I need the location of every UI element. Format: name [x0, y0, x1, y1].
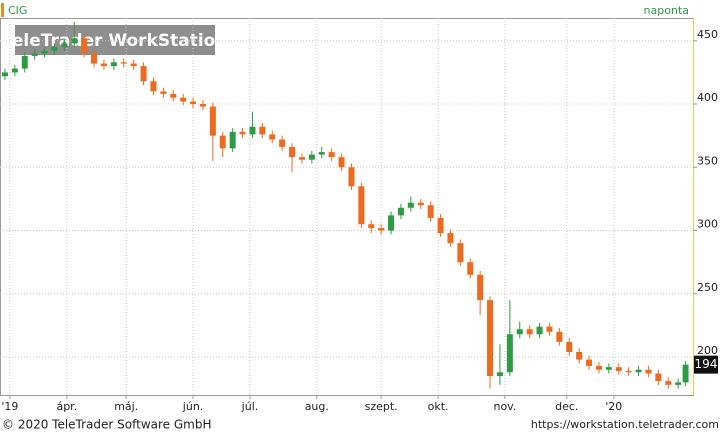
- candle-body: [407, 202, 414, 208]
- interval: naponta: [644, 4, 689, 17]
- x-tick-label: '20: [605, 400, 622, 413]
- candle-body: [249, 126, 256, 135]
- candle-body: [457, 243, 464, 263]
- candle-body: [140, 66, 147, 82]
- candle-body: [576, 351, 583, 360]
- x-tick-label: szept.: [365, 400, 398, 413]
- candle-body: [635, 369, 642, 373]
- y-tick-label: 200: [697, 344, 718, 357]
- candle-body: [595, 365, 602, 370]
- candles: [0, 18, 693, 395]
- candle-body: [388, 215, 395, 231]
- candle-body: [160, 91, 167, 94]
- url: https://workstation.teletrader.com: [531, 418, 719, 431]
- candle-body: [1, 72, 8, 77]
- x-tick-label: okt.: [428, 400, 449, 413]
- candle-body: [11, 68, 18, 73]
- candle-body: [368, 224, 375, 229]
- candle-body: [675, 382, 682, 385]
- candle-body: [61, 43, 68, 48]
- candle-body: [91, 53, 98, 64]
- candle-body: [496, 372, 503, 377]
- y-tick-label: 300: [697, 218, 718, 231]
- candle-body: [655, 373, 662, 382]
- candle-body: [397, 207, 404, 216]
- candle-body: [556, 331, 563, 342]
- candle-body: [209, 106, 216, 136]
- candle-body: [536, 326, 543, 335]
- candle-body: [477, 274, 484, 301]
- candle-body: [447, 233, 454, 244]
- candle-body: [219, 135, 226, 149]
- x-tick-label: nov.: [493, 400, 516, 413]
- y-tick-label: 350: [697, 154, 718, 167]
- y-tick-label: 400: [697, 91, 718, 104]
- candle-body: [120, 62, 127, 64]
- candle-body: [546, 326, 553, 332]
- candle-body: [437, 217, 444, 234]
- candle-body: [506, 334, 513, 373]
- candle-body: [682, 364, 689, 383]
- candle-body: [338, 157, 345, 168]
- candle-body: [229, 131, 236, 149]
- candle-body: [487, 300, 494, 377]
- candle-body: [71, 38, 78, 44]
- watermark-box: [15, 25, 215, 55]
- x-tick-label: júl.: [241, 400, 259, 413]
- candle-body: [427, 205, 434, 218]
- candle-body: [81, 38, 88, 54]
- x-tick-label: aug.: [305, 400, 329, 413]
- copyright: © 2020 TeleTrader Software GmbH: [2, 418, 212, 432]
- candle-body: [199, 104, 206, 107]
- candle-body: [269, 134, 276, 140]
- candle-body: [51, 47, 58, 51]
- candle-body: [239, 131, 246, 135]
- last-value-label: 194: [695, 357, 718, 371]
- candle-body: [665, 381, 672, 385]
- x-tick-label: máj.: [114, 400, 138, 413]
- candle-body: [615, 367, 622, 371]
- candle-body: [259, 126, 266, 135]
- candle-body: [417, 202, 424, 206]
- candle-body: [150, 81, 157, 92]
- y-tick-label: 450: [697, 28, 718, 41]
- candle-body: [31, 53, 38, 56]
- candle-body: [100, 63, 107, 67]
- candle-body: [279, 139, 286, 148]
- y-tick-label: 250: [697, 281, 718, 294]
- candle-body: [605, 367, 612, 370]
- candle-body: [21, 55, 28, 69]
- candle-body: [318, 152, 325, 155]
- candle-body: [378, 228, 385, 231]
- candle-body: [526, 329, 533, 335]
- x-tick-label: dec.: [555, 400, 578, 413]
- candle-body: [645, 369, 652, 374]
- candle-body: [110, 62, 117, 67]
- candle-body: [348, 167, 355, 187]
- x-tick-label: jún.: [182, 400, 204, 413]
- symbol-marker: [1, 3, 4, 17]
- candle-body: [586, 359, 593, 366]
- candle-body: [298, 157, 305, 160]
- candle-body: [625, 370, 632, 373]
- symbol: CIG: [8, 4, 27, 17]
- candle-body: [516, 329, 523, 335]
- x-tick-label: '19: [1, 400, 18, 413]
- candle-body: [180, 97, 187, 102]
- candle-body: [289, 147, 296, 158]
- candle-body: [130, 63, 137, 67]
- candle-body: [170, 93, 177, 98]
- candle-body: [566, 341, 573, 352]
- candle-body: [358, 186, 365, 225]
- candle-body: [308, 154, 315, 160]
- candle-body: [328, 152, 335, 158]
- last-value-box: [694, 355, 718, 374]
- candle-body: [467, 262, 474, 275]
- x-tick-label: ápr.: [56, 400, 77, 413]
- candle-body: [41, 50, 48, 54]
- candle-body: [190, 101, 197, 105]
